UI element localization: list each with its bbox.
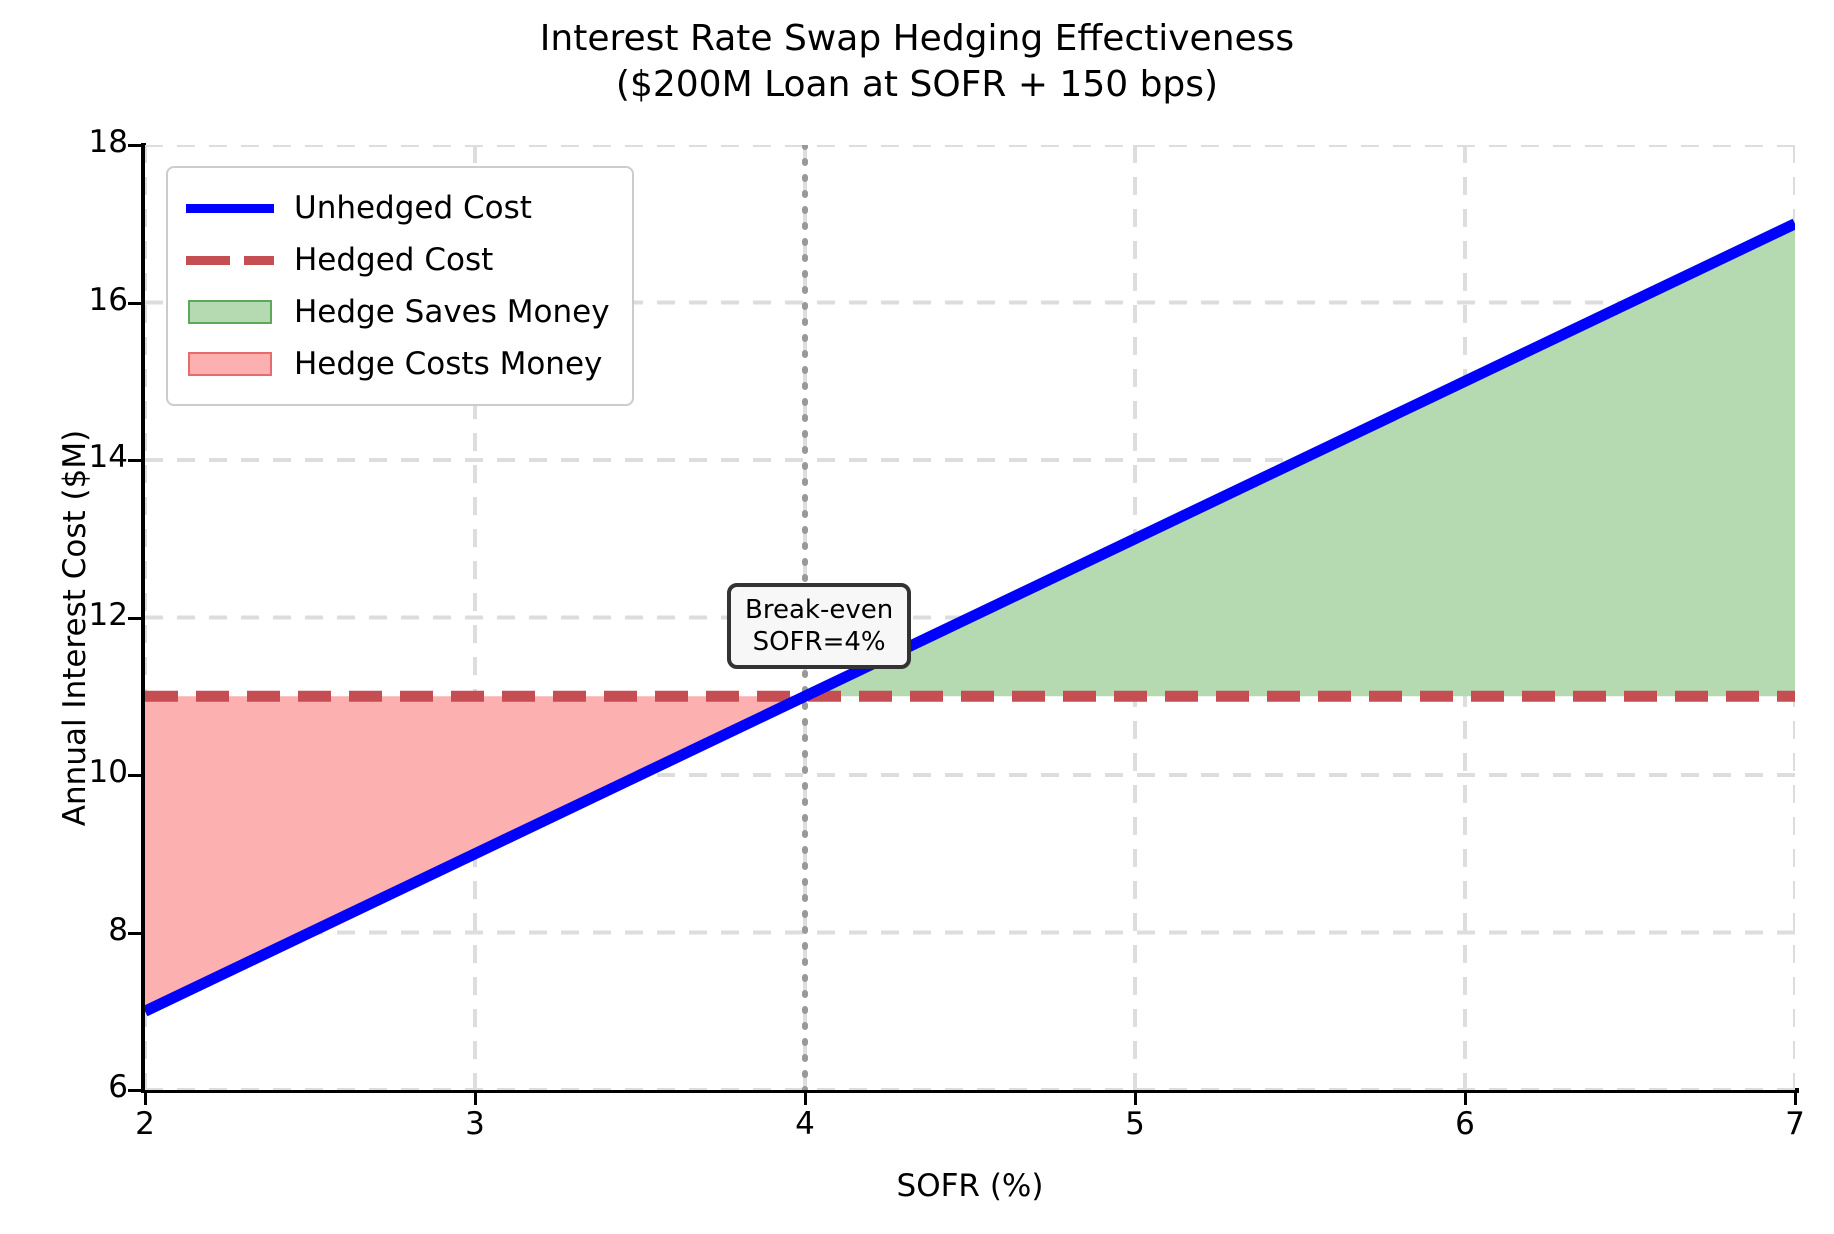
legend-item-2[interactable]: Hedge Saves Money: [186, 286, 610, 338]
x-tick-label: 5: [1125, 1106, 1145, 1142]
y-tick-label: 12: [88, 596, 128, 633]
y-tick-label: 18: [88, 124, 128, 160]
y-tick-mark: [128, 1089, 141, 1092]
legend-item-label: Hedge Costs Money: [294, 346, 603, 382]
chart-title: Interest Rate Swap Hedging Effectiveness…: [0, 16, 1834, 108]
x-tick-mark: [144, 1092, 147, 1105]
y-tick-mark: [128, 144, 141, 147]
y-tick-label: 14: [88, 439, 128, 475]
x-tick-mark: [804, 1092, 807, 1105]
legend-swatch-icon: [186, 351, 274, 377]
x-tick-label: 6: [1455, 1106, 1475, 1142]
y-tick-mark: [128, 931, 141, 935]
legend-item-1[interactable]: Hedged Cost: [186, 234, 610, 286]
legend-swatch-icon: [186, 247, 274, 273]
annotation-line-2: SOFR=4%: [752, 627, 886, 657]
chart-title-line-1: Interest Rate Swap Hedging Effectiveness: [539, 18, 1295, 59]
legend-item-3[interactable]: Hedge Costs Money: [186, 338, 610, 390]
plot-svg: [145, 145, 1795, 1090]
annotation-line-1: Break-even: [745, 595, 894, 625]
x-tick-mark: [1794, 1092, 1797, 1105]
x-tick-label: 7: [1785, 1106, 1805, 1142]
x-tick-label: 3: [465, 1106, 485, 1142]
x-tick-label: 4: [795, 1106, 815, 1142]
break-even-annotation: Break-even SOFR=4%: [727, 583, 912, 669]
legend-item-0[interactable]: Unhedged Cost: [186, 182, 610, 234]
legend-item-label: Hedge Saves Money: [294, 294, 610, 330]
x-axis-label: SOFR (%): [896, 1168, 1044, 1204]
y-tick-mark: [128, 301, 141, 305]
unhedged-cost-line: [145, 218, 1795, 1017]
legend-swatch-icon: [186, 195, 274, 221]
y-tick-label: 6: [108, 1069, 128, 1105]
x-axis-spine: [141, 1088, 1799, 1093]
legend-item-label: Hedged Cost: [294, 242, 494, 278]
y-tick-label: 8: [108, 911, 128, 948]
x-tick-mark: [1464, 1092, 1467, 1105]
x-tick-mark: [474, 1092, 477, 1105]
legend-item-label: Unhedged Cost: [294, 190, 532, 226]
y-tick-mark: [128, 616, 141, 620]
x-tick-mark: [1134, 1092, 1137, 1105]
y-tick-label: 16: [88, 281, 128, 318]
y-axis-label: Annual Interest Cost ($M): [57, 429, 93, 827]
y-axis-spine: [141, 143, 146, 1092]
y-tick-label: 10: [88, 754, 128, 790]
legend-swatch-icon: [186, 299, 274, 325]
y-tick-mark: [128, 774, 141, 777]
chart-legend[interactable]: Unhedged Cost Hedged Cost Hedge Saves Mone…: [166, 166, 634, 406]
y-tick-mark: [128, 459, 141, 462]
chart-title-line-2: ($200M Loan at SOFR + 150 bps): [615, 64, 1219, 105]
x-tick-label: 2: [135, 1106, 155, 1142]
